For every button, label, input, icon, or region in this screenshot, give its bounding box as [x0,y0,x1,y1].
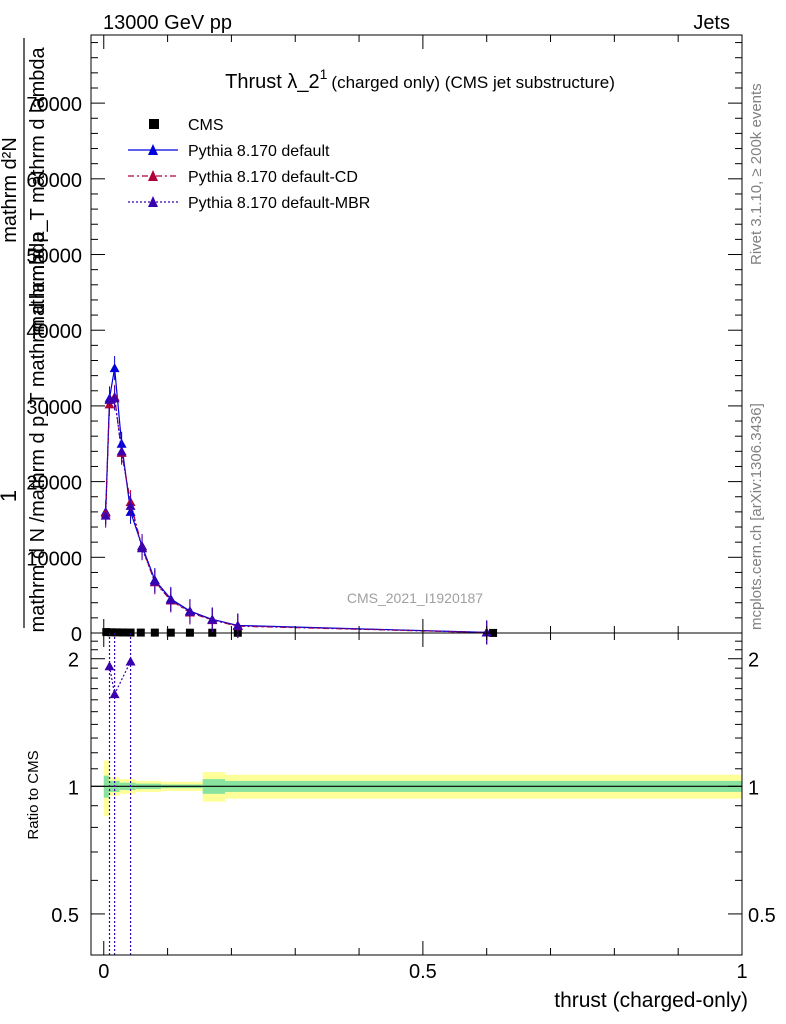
x-tick-label: 1 [736,961,747,983]
ylabel-numerator-den: mathrm d p_T mathrm d lambda [27,46,49,332]
legend-label: Pythia 8.170 default-CD [188,169,358,186]
ratio-y-tick-label: 0.5 [51,905,79,927]
ratio-y-tick-label-right: 2 [748,650,759,672]
legend-marker-triangle [148,144,158,155]
main-title-sup: 1 [320,66,328,82]
y-tick-label: 30000 [26,397,82,419]
data-point-triangle [149,576,160,586]
ratio-y-tick-label-right: 1 [748,777,759,799]
legend-label: Pythia 8.170 default-MBR [188,195,370,212]
ratio-axis-ticks: 0.5 0.5 1 1 2 2 0 0.5 1 [51,633,776,983]
data-point-triangle [125,500,136,510]
ratio-y-tick-label: 1 [68,777,79,799]
y-tick-label: 10000 [26,548,82,570]
y-tick-label: 70000 [26,94,82,116]
data-point-triangle [165,594,176,604]
y-axis-label: 1 mathrm d N /mathrm d p_T mathrm d lamb… [0,38,49,632]
data-point-cms [112,628,121,637]
legend-marker-square [149,119,159,129]
y-tick-label: 60000 [26,170,82,192]
ratio-y-tick-label-right: 0.5 [748,905,776,927]
watermark: CMS_2021_I1920187 [347,590,483,606]
ylabel-numerator: mathrm d²N [0,137,21,243]
header-right: Jets [693,12,730,34]
main-panel: 0 10000 20000 30000 40000 50000 60000 70000 CMS… [0,34,743,646]
x-axis-label: thrust (charged-only) [554,989,748,1012]
data-point-cms [107,628,116,637]
ylabel-denominator: mathrm d N /mathrm d p_T mathrm d lambda [27,231,49,633]
data-point-triangle [207,614,218,624]
y-tick-label: 20000 [26,473,82,495]
legend: CMS Pythia 8.170 default Pythia 8.170 defa… [128,117,370,212]
ylabel-one: 1 [0,490,21,502]
main-title-rest: (charged only) (CMS jet substructure) [331,73,614,92]
header-left: 13000 GeV pp [103,12,232,34]
ratio-frame [90,632,743,956]
legend-marker-triangle [148,170,158,181]
ratio-data-point [109,689,120,699]
data-point-triangle [232,620,243,630]
rivet-label: Rivet 3.1.10, ≥ 200k events [748,83,765,265]
data-point-triangle [137,543,148,553]
ratio-data-point [104,661,115,671]
x-tick-label: 0.5 [409,961,437,983]
main-title: Thrust λ_21 (charged only) (CMS jet subst… [225,66,615,93]
ratio-series-line [108,661,132,697]
x-tick-label: 0 [98,961,109,983]
data-point-triangle [116,446,127,456]
main-axis-ticks: 0 10000 20000 30000 40000 50000 60000 70000 [26,35,743,646]
legend-label: Pythia 8.170 default [188,143,330,160]
mcplots-label: mcplots.cern.ch [arXiv:1306.3436] [748,403,765,630]
data-point-triangle [184,606,195,616]
y-tick-label: 50000 [26,246,82,268]
ratio-ylabel: Ratio to CMS [25,750,42,839]
y-tick-label: 0 [71,624,82,646]
y-tick-label: 40000 [26,321,82,343]
data-point-triangle [100,510,111,520]
main-title-main: Thrust λ_2 [225,71,319,93]
ratio-data-point [125,656,136,666]
ratio-y-tick-label: 2 [68,650,79,672]
legend-marker-triangle [148,196,158,207]
legend-label: CMS [188,117,224,134]
data-point-cms [118,628,127,637]
data-point-triangle [109,393,120,403]
data-point-triangle [109,363,120,373]
ratio-data-layer [91,633,742,955]
data-point-cms [102,628,111,637]
ratio-panel: 0.5 0.5 1 1 2 2 0 0.5 1 Ratio to CMS thrust (cha… [25,632,776,1012]
